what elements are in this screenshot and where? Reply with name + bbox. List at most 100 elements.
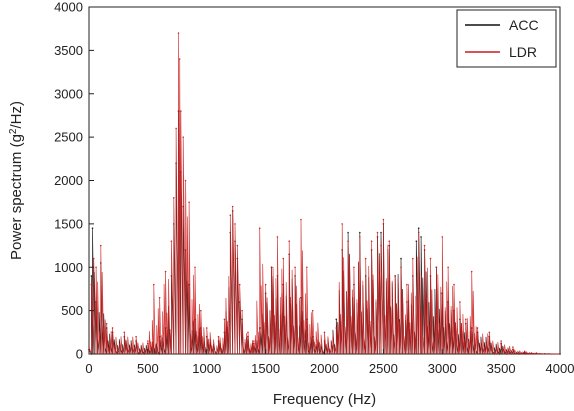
data-point-ldr: [406, 283, 408, 286]
data-point-ldr: [459, 301, 461, 303]
data-point-ldr: [123, 331, 126, 334]
x-tick-label: 1000: [192, 361, 221, 376]
x-tick-label: 2000: [310, 361, 339, 376]
y-axis-title-prefix: Power spectrum (g: [8, 134, 25, 260]
data-point-ldr: [423, 244, 426, 247]
data-point-ldr: [412, 257, 414, 260]
data-point-ldr: [300, 218, 302, 221]
data-point-ldr: [241, 309, 243, 312]
data-point-ldr: [105, 322, 108, 325]
data-point-ldr: [180, 110, 182, 112]
data-point-ldr: [111, 327, 114, 329]
data-point-ldr: [470, 270, 473, 273]
x-tick-label: 0: [85, 361, 92, 376]
data-point-ldr: [99, 244, 102, 247]
data-point-ldr: [164, 270, 167, 273]
y-tick-label: 3000: [54, 86, 83, 101]
data-point-ldr: [178, 58, 181, 60]
data-point-acc: [335, 318, 338, 321]
data-point-ldr: [95, 266, 97, 269]
data-point-ldr: [229, 214, 232, 216]
data-point-ldr: [236, 244, 239, 247]
data-point-ldr: [476, 327, 479, 329]
data-point-ldr: [184, 179, 187, 182]
data-point-ldr: [341, 223, 343, 225]
data-point-ldr: [152, 283, 155, 286]
data-point-ldr: [92, 257, 95, 260]
x-tick-label: 500: [137, 361, 159, 376]
data-point-acc: [420, 236, 422, 238]
legend: ACC LDR: [456, 9, 557, 68]
data-point-ldr: [380, 244, 382, 247]
data-point-ldr: [382, 218, 385, 221]
y-tick-label: 2000: [54, 173, 83, 188]
y-tick-label: 0: [76, 347, 83, 362]
data-point-ldr: [447, 266, 449, 269]
data-point-ldr: [182, 136, 184, 138]
series-layer: [88, 32, 561, 356]
data-point-acc: [400, 257, 402, 260]
legend-label-acc: ACC: [509, 17, 539, 33]
data-point-ldr: [294, 266, 296, 269]
data-point-ldr: [205, 327, 208, 329]
data-point-ldr: [276, 236, 279, 238]
data-point-ldr: [270, 266, 273, 269]
data-point-acc: [359, 231, 361, 234]
data-point-ldr: [347, 240, 349, 243]
legend-label-ldr: LDR: [509, 44, 537, 60]
data-point-ldr: [200, 309, 202, 312]
data-point-ldr: [535, 352, 538, 354]
data-point-ldr: [441, 236, 444, 238]
data-point-ldr: [429, 257, 432, 260]
x-tick-label: 3500: [487, 361, 516, 376]
x-axis-title: Frequency (Hz): [273, 391, 376, 408]
series-acc: [88, 110, 561, 356]
data-point-ldr: [500, 340, 502, 342]
data-point-ldr: [170, 240, 173, 243]
data-point-ldr: [376, 231, 379, 234]
y-tick-label: 2500: [54, 130, 83, 145]
data-point-ldr: [417, 231, 420, 234]
data-point-acc: [347, 231, 349, 234]
x-tick-label: 4000: [546, 361, 574, 376]
data-point-ldr: [90, 283, 93, 286]
data-point-ldr: [258, 227, 261, 230]
data-point-ldr: [88, 346, 90, 348]
data-point-ldr: [335, 327, 338, 329]
data-point-ldr: [323, 331, 326, 334]
data-point-ldr: [253, 340, 255, 342]
data-point-ldr: [512, 346, 514, 348]
x-tick-label: 3000: [428, 361, 457, 376]
legend-box: [456, 9, 557, 68]
data-point-acc: [90, 275, 93, 277]
data-point-ldr: [394, 275, 396, 277]
x-axis: 0 500 1000 1500 2000 2500 3000 3500 4000: [85, 349, 574, 376]
data-point-acc: [415, 240, 418, 243]
data-point-ldr: [311, 309, 314, 312]
data-point-ldr: [217, 335, 220, 338]
data-point-ldr: [465, 318, 467, 321]
data-point-ldr: [400, 266, 402, 269]
data-point-ldr: [282, 257, 285, 260]
y-tick-label: 500: [61, 303, 83, 318]
data-point-ldr: [158, 296, 161, 299]
data-point-ldr: [234, 223, 236, 225]
data-point-ldr: [223, 318, 226, 321]
data-point-ldr: [288, 240, 290, 243]
data-point-ldr: [488, 331, 491, 334]
data-point-ldr: [135, 335, 137, 338]
y-tick-label: 4000: [54, 0, 83, 15]
y-tick-label: 3500: [54, 43, 83, 58]
y-tick-label: 1500: [54, 216, 83, 231]
data-point-ldr: [172, 197, 175, 199]
y-axis-title-superscript: 2: [8, 128, 19, 134]
data-point-ldr: [147, 340, 149, 342]
data-point-ldr: [175, 127, 177, 130]
y-axis-title-suffix: /Hz): [8, 101, 25, 129]
y-axis: 0 500 1000 1500 2000 2500 3000 3500 4000: [54, 0, 94, 362]
series-ldr: [88, 32, 561, 356]
data-point-ldr: [177, 32, 180, 34]
data-point-ldr: [435, 266, 438, 269]
y-axis-title: Power spectrum (g2/Hz): [8, 101, 26, 260]
